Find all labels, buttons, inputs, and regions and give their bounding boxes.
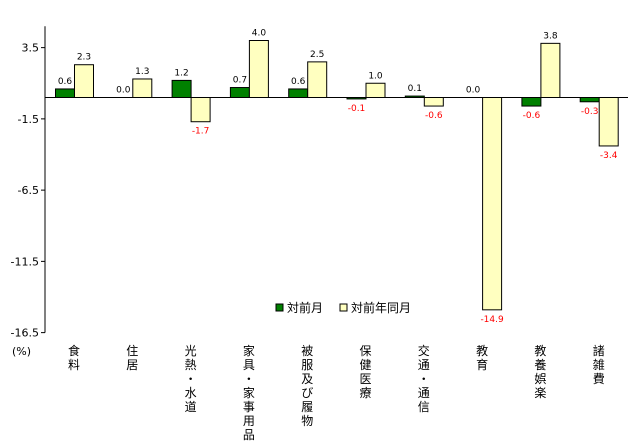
data-label: 0.0 bbox=[466, 86, 481, 96]
data-label: 2.3 bbox=[77, 53, 91, 63]
data-label: 0.6 bbox=[291, 77, 306, 87]
bar bbox=[229, 87, 250, 99]
bar bbox=[521, 97, 542, 107]
data-label: 1.3 bbox=[135, 67, 149, 77]
chart-bars bbox=[55, 40, 619, 311]
bar bbox=[74, 64, 94, 98]
y-tick-label: -16.5 bbox=[11, 327, 39, 340]
data-label: -0.6 bbox=[523, 111, 541, 121]
bar bbox=[346, 97, 367, 100]
bar bbox=[423, 97, 444, 107]
data-label: 0.7 bbox=[233, 76, 247, 86]
bar bbox=[404, 95, 425, 98]
bar bbox=[171, 79, 192, 99]
category-labels: 食料 住居 光熱・水道 家具・家事用品 被服及び履物 保健医療 交通・通信 教育 教養娯楽 諸雑費 bbox=[68, 343, 605, 442]
legend-label: 対前年同月 bbox=[351, 300, 411, 315]
y-tick-label: -1.5 bbox=[18, 113, 39, 126]
data-label: 0.0 bbox=[116, 86, 131, 96]
category-label: 光熱・水道 bbox=[185, 344, 197, 414]
data-label: -1.7 bbox=[192, 127, 210, 137]
bar bbox=[132, 78, 153, 98]
bar bbox=[365, 82, 386, 98]
data-label: 4.0 bbox=[252, 29, 267, 39]
category-label: 被服及び履物 bbox=[301, 344, 313, 428]
category-label: 食料 bbox=[68, 343, 80, 372]
category-label: 教養娯楽 bbox=[534, 343, 546, 400]
y-tick-label: -11.5 bbox=[11, 255, 39, 268]
bar bbox=[482, 97, 503, 311]
bar bbox=[307, 61, 328, 98]
data-label: 3.8 bbox=[543, 31, 558, 41]
data-label: 2.5 bbox=[310, 50, 324, 60]
y-unit-label: (%) bbox=[12, 345, 31, 358]
legend-label: 対前月 bbox=[287, 300, 323, 315]
category-label: 諸雑費 bbox=[593, 343, 605, 386]
bar bbox=[579, 97, 600, 103]
legend-swatch bbox=[275, 303, 284, 312]
legend-swatch bbox=[339, 303, 348, 312]
data-label: -14.9 bbox=[480, 315, 504, 325]
data-label: -0.3 bbox=[581, 107, 599, 117]
data-label: -3.4 bbox=[600, 151, 618, 161]
category-label: 住居 bbox=[126, 344, 138, 372]
value-labels: 0.6 2.3 0.0 1.3 1.2 -1.7 0.7 4.0 0.6 2.5 -0.1 1.0 0.… bbox=[58, 29, 618, 325]
y-tick-label: 3.5 bbox=[22, 42, 40, 55]
data-label: -0.6 bbox=[425, 111, 443, 121]
data-label: 0.1 bbox=[408, 84, 422, 94]
category-label: 交通・通信 bbox=[418, 343, 430, 414]
legend: 対前月 対前年同月 bbox=[275, 300, 411, 315]
bar bbox=[190, 97, 211, 123]
y-tick-label: -6.5 bbox=[18, 184, 39, 197]
category-label: 家具・家事用品 bbox=[243, 343, 255, 442]
data-label: 1.2 bbox=[174, 68, 188, 78]
bar bbox=[598, 97, 619, 147]
category-label: 教育 bbox=[476, 343, 488, 372]
data-label: 0.6 bbox=[58, 77, 73, 87]
bar bbox=[55, 88, 75, 98]
category-label: 保健医療 bbox=[359, 344, 371, 400]
bar bbox=[288, 88, 309, 98]
bar bbox=[540, 42, 561, 98]
data-label: 1.0 bbox=[368, 71, 383, 81]
bar bbox=[248, 40, 269, 98]
data-label: -0.1 bbox=[348, 104, 366, 114]
